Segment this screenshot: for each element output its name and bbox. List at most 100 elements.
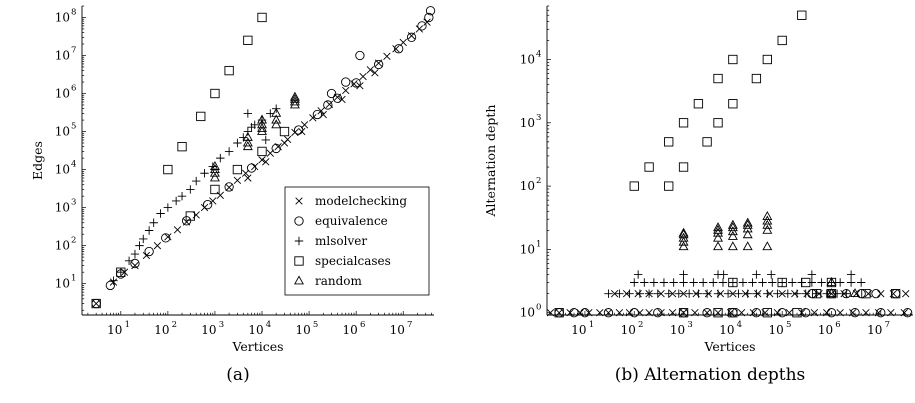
a-point-mlsolver	[247, 123, 256, 132]
b-point-equivalence	[580, 308, 590, 318]
a-point-random	[209, 161, 220, 170]
a-point-mlsolver	[266, 109, 275, 118]
b-point-modelchecking	[703, 309, 711, 317]
b-x-tick-label: 10	[818, 323, 833, 337]
b-point-specialcases	[861, 289, 871, 299]
b-point-equivalence	[702, 308, 712, 318]
a-x-axis-label: Vertices	[231, 339, 283, 354]
b-point-equivalence	[876, 308, 886, 318]
a-y-tick-exponent: 3	[71, 198, 76, 208]
a-point-random	[242, 141, 253, 151]
a-point-random	[242, 131, 253, 141]
a-point-random	[242, 137, 253, 147]
b-point-equivalence	[603, 308, 614, 318]
b-point-equivalence	[850, 308, 860, 318]
b-point-modelchecking	[874, 309, 883, 317]
a-x-tick-exponent: 7	[407, 320, 412, 330]
b-x-axis-label: Vertices	[703, 339, 755, 354]
a-point-equivalence	[312, 109, 323, 120]
a-point-equivalence	[202, 199, 213, 210]
a-point-specialcases	[163, 164, 173, 175]
a-point-specialcases	[257, 12, 267, 23]
legend: modelchecking equivalence mlsolver specialc…	[284, 186, 430, 296]
a-y-tick-label: 10	[55, 48, 70, 62]
b-x-tick-label: 10	[621, 323, 636, 337]
b-point-specialcases	[728, 308, 738, 318]
b-point-modelchecking	[625, 309, 634, 317]
b-point-mlsolver	[743, 289, 752, 298]
a-x-tick-label: 10	[295, 323, 310, 337]
a-point-modelchecking	[423, 18, 431, 26]
b-point-random	[850, 288, 860, 298]
a-point-specialcases	[185, 211, 195, 221]
b-point-specialcases	[713, 308, 723, 318]
b-point-mlsolver	[792, 289, 802, 298]
legend-label-mlsolver: mlsolver	[315, 234, 367, 248]
a-point-modelchecking	[173, 226, 182, 234]
a-point-mlsolver	[144, 226, 154, 235]
a-point-random	[209, 167, 220, 177]
b-point-equivalence	[871, 289, 881, 299]
a-y-axis-label: Edges	[30, 141, 45, 180]
b-x-tick-exponent: 2	[638, 320, 643, 330]
b-point-random	[713, 224, 723, 234]
a-point-mlsolver	[149, 218, 158, 227]
b-point-random	[742, 229, 753, 239]
b-point-mlsolver	[653, 289, 662, 298]
b-point-mlsolver	[604, 289, 613, 298]
legend-label-random: random	[315, 274, 363, 288]
b-point-mlsolver	[719, 270, 728, 279]
legend-label-specialcases: specialcases	[315, 254, 391, 268]
b-point-mlsolver	[807, 278, 817, 287]
b-point-modelchecking	[864, 289, 873, 298]
b-point-specialcases	[751, 73, 762, 84]
a-point-modelchecking	[359, 72, 367, 81]
a-point-mlsolver	[177, 191, 187, 201]
a-point-modelchecking	[192, 211, 200, 219]
b-point-specialcases	[792, 308, 802, 318]
a-point-equivalence	[181, 216, 192, 226]
legend-marker-equivalence	[294, 216, 304, 226]
b-point-specialcases	[644, 162, 654, 172]
legend-marker-modelchecking	[295, 197, 303, 205]
b-point-specialcases	[693, 99, 704, 109]
a-point-equivalence	[341, 77, 351, 87]
a-x-tick-label: 10	[201, 323, 216, 337]
b-point-specialcases	[664, 137, 674, 147]
a-point-mlsolver	[186, 185, 195, 194]
b-point-mlsolver	[777, 278, 787, 287]
b-point-specialcases	[762, 54, 772, 65]
b-point-random	[742, 219, 753, 229]
b-point-random	[727, 222, 738, 232]
b-point-specialcases	[678, 162, 689, 172]
a-y-tick-label: 10	[55, 10, 70, 24]
a-point-mlsolver	[216, 153, 225, 163]
a-caption: (a)	[226, 365, 249, 385]
b-point-mlsolver	[752, 270, 761, 279]
b-point-mlsolver	[689, 278, 698, 287]
b-point-mlsolver	[856, 278, 866, 287]
b-point-modelchecking	[657, 309, 665, 317]
a-point-equivalence	[394, 44, 404, 54]
a-point-equivalence	[144, 246, 154, 257]
b-y-tick-exponent: 2	[536, 176, 541, 186]
b-point-modelchecking	[785, 309, 794, 317]
a-point-mlsolver	[139, 234, 148, 244]
b-point-mlsolver	[644, 289, 654, 298]
a-point-modelchecking	[258, 156, 266, 164]
b-point-modelchecking	[604, 309, 613, 317]
a-point-modelchecking	[225, 183, 233, 192]
b-point-modelchecking	[773, 309, 782, 317]
b-x-tick-label: 10	[867, 323, 882, 337]
b-x-tick-exponent: 5	[786, 320, 791, 330]
b-point-specialcases	[713, 73, 723, 84]
a-point-modelchecking	[244, 174, 252, 182]
b-y-tick-exponent: 0	[536, 303, 541, 313]
a-point-modelchecking	[399, 38, 407, 47]
a-point-random	[289, 91, 300, 101]
b-point-random	[762, 215, 773, 225]
b-y-tick-label: 10	[520, 306, 535, 320]
b-point-mlsolver	[635, 289, 645, 298]
a-y-tick-label: 10	[55, 277, 70, 291]
